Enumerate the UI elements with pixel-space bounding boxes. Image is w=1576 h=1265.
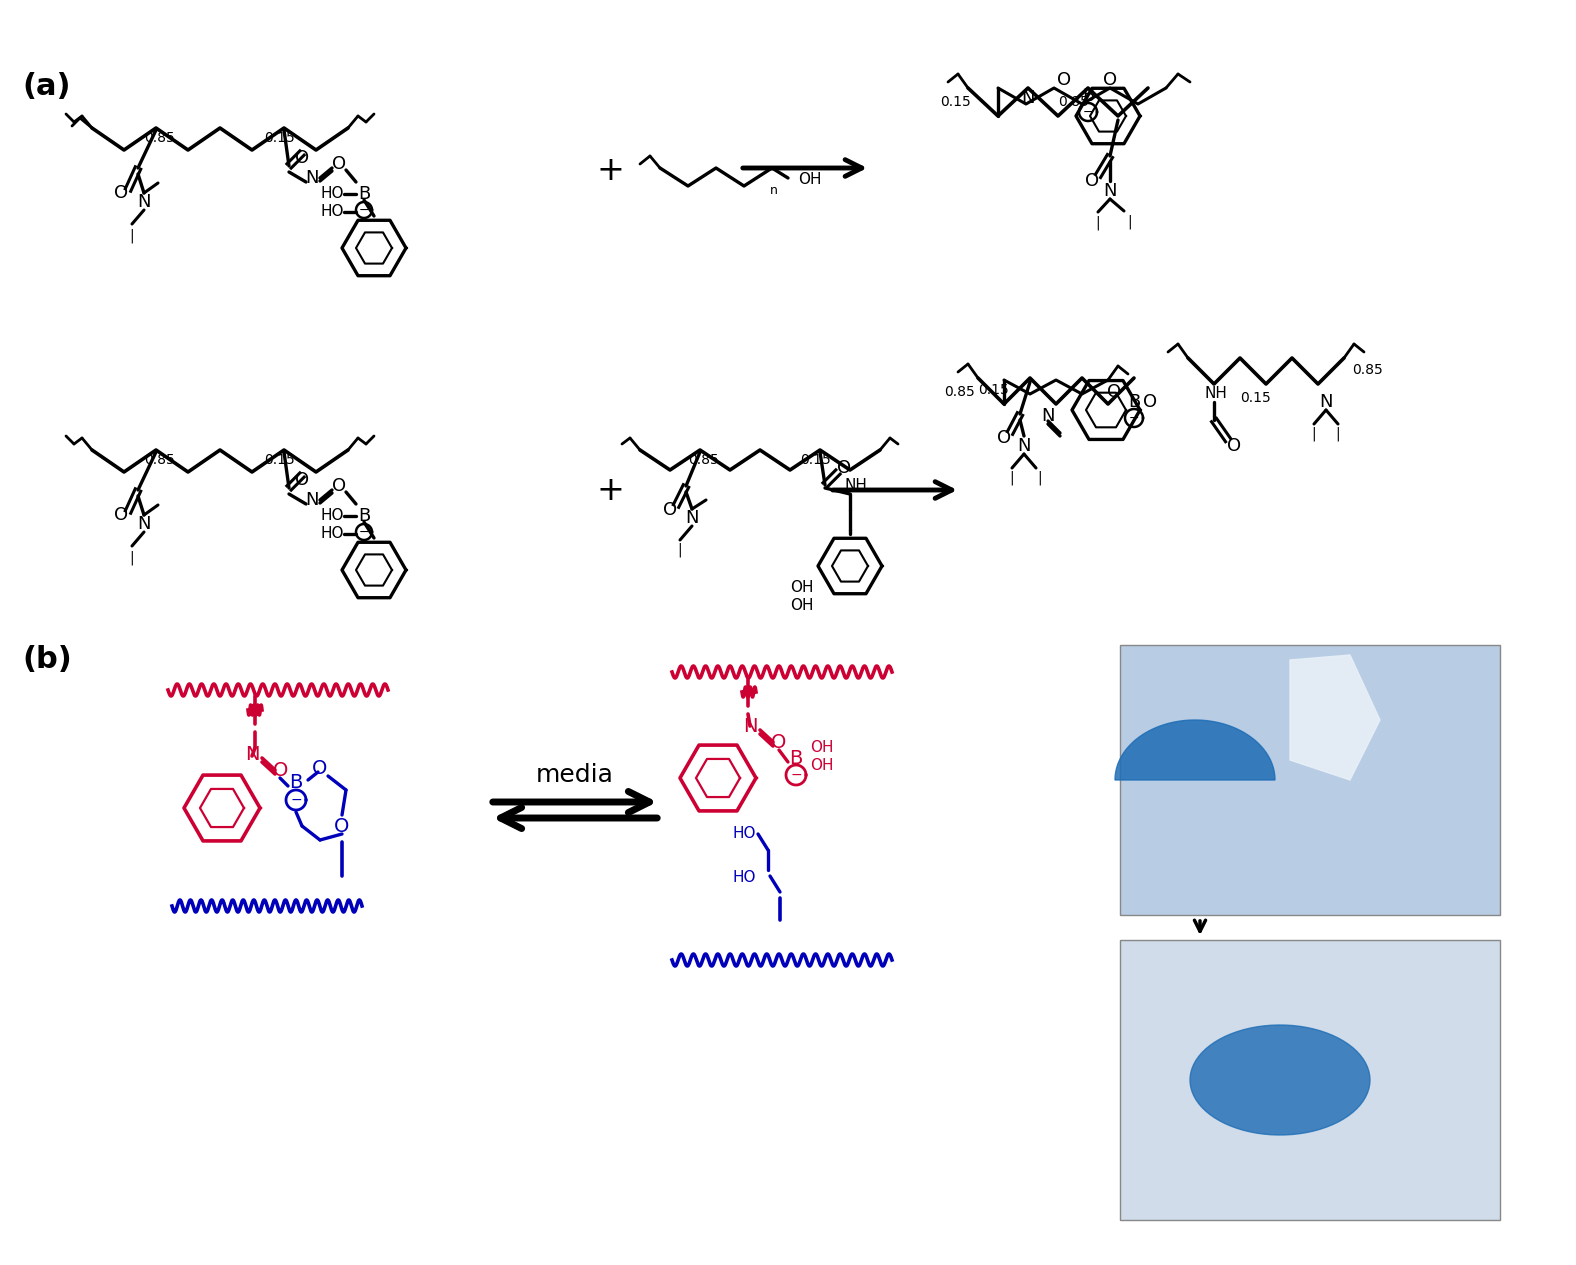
Text: HO: HO — [320, 509, 344, 524]
Text: +: + — [596, 153, 624, 186]
Text: O: O — [295, 471, 309, 490]
Text: B: B — [1081, 87, 1094, 105]
Text: O: O — [334, 816, 350, 835]
Text: O: O — [1228, 436, 1240, 455]
Text: B: B — [358, 185, 370, 202]
Text: 0.15: 0.15 — [801, 453, 832, 467]
Text: 0.15: 0.15 — [265, 453, 295, 467]
Polygon shape — [1190, 1025, 1370, 1135]
Text: OH: OH — [791, 581, 813, 596]
Text: O: O — [837, 459, 851, 477]
Text: 0.15: 0.15 — [979, 383, 1009, 397]
Text: 0.85: 0.85 — [145, 453, 175, 467]
Text: O: O — [1106, 383, 1121, 401]
Text: O: O — [771, 732, 786, 751]
Text: O: O — [998, 429, 1012, 447]
Text: O: O — [1103, 71, 1117, 89]
Text: HO: HO — [320, 186, 344, 201]
Text: O: O — [113, 183, 128, 202]
Text: N: N — [686, 509, 698, 528]
Polygon shape — [1291, 655, 1381, 781]
Text: 0.85: 0.85 — [1059, 95, 1089, 109]
Text: N: N — [137, 515, 151, 533]
Text: 0.15: 0.15 — [941, 95, 971, 109]
Text: B: B — [358, 507, 370, 525]
Text: (a): (a) — [22, 72, 71, 101]
Text: media: media — [536, 763, 615, 787]
Text: |: | — [1336, 426, 1340, 441]
Text: N: N — [1021, 89, 1035, 108]
Text: O: O — [113, 506, 128, 524]
Text: |: | — [1095, 216, 1100, 230]
Text: −: − — [359, 525, 369, 539]
Text: HO: HO — [733, 826, 756, 841]
Text: −: − — [790, 768, 802, 782]
Text: N: N — [1103, 182, 1117, 200]
Text: OH: OH — [797, 172, 821, 187]
FancyBboxPatch shape — [1121, 940, 1500, 1219]
Text: N: N — [244, 745, 258, 764]
Text: N: N — [306, 170, 318, 187]
Text: n: n — [771, 183, 779, 196]
Text: B: B — [290, 773, 303, 792]
Text: OH: OH — [810, 740, 834, 755]
Text: |: | — [129, 229, 134, 243]
Text: N: N — [306, 491, 318, 509]
Text: OH: OH — [810, 759, 834, 773]
Text: B: B — [1128, 393, 1139, 411]
Text: (b): (b) — [22, 645, 72, 674]
Text: N: N — [1042, 407, 1054, 425]
Polygon shape — [1114, 720, 1275, 781]
Text: N: N — [1319, 393, 1333, 411]
Text: 0.85: 0.85 — [145, 132, 175, 145]
Text: 0.85: 0.85 — [689, 453, 719, 467]
Text: 0.85: 0.85 — [1352, 363, 1384, 377]
Text: HO: HO — [733, 870, 756, 886]
FancyBboxPatch shape — [1121, 645, 1500, 915]
Text: N: N — [1017, 436, 1031, 455]
Text: −: − — [1083, 105, 1094, 119]
Text: O: O — [295, 149, 309, 167]
Text: |: | — [1311, 426, 1316, 441]
Text: N: N — [137, 194, 151, 211]
Text: O: O — [333, 156, 347, 173]
Text: OH: OH — [791, 598, 813, 614]
Text: NH: NH — [845, 478, 867, 493]
Text: N: N — [742, 716, 756, 735]
Text: HO: HO — [320, 526, 344, 541]
Text: |: | — [678, 543, 682, 558]
Text: −: − — [1128, 411, 1139, 425]
Text: O: O — [663, 501, 678, 519]
Text: B: B — [790, 749, 802, 768]
Text: NH: NH — [1204, 387, 1228, 401]
Text: O: O — [1143, 393, 1157, 411]
Text: 0.15: 0.15 — [265, 132, 295, 145]
Text: |: | — [1128, 215, 1132, 229]
Text: HO: HO — [320, 205, 344, 220]
Text: −: − — [290, 793, 303, 807]
Text: |: | — [1010, 471, 1015, 486]
Text: O: O — [312, 759, 328, 778]
Text: |: | — [129, 550, 134, 565]
Text: O: O — [1057, 71, 1072, 89]
Text: |: | — [1037, 471, 1042, 486]
Text: 0.85: 0.85 — [944, 385, 976, 398]
Text: O: O — [1084, 172, 1098, 190]
Text: O: O — [333, 477, 347, 495]
Text: −: − — [359, 204, 369, 216]
Text: O: O — [273, 760, 288, 779]
Text: +: + — [596, 473, 624, 506]
Text: 0.15: 0.15 — [1240, 391, 1272, 405]
